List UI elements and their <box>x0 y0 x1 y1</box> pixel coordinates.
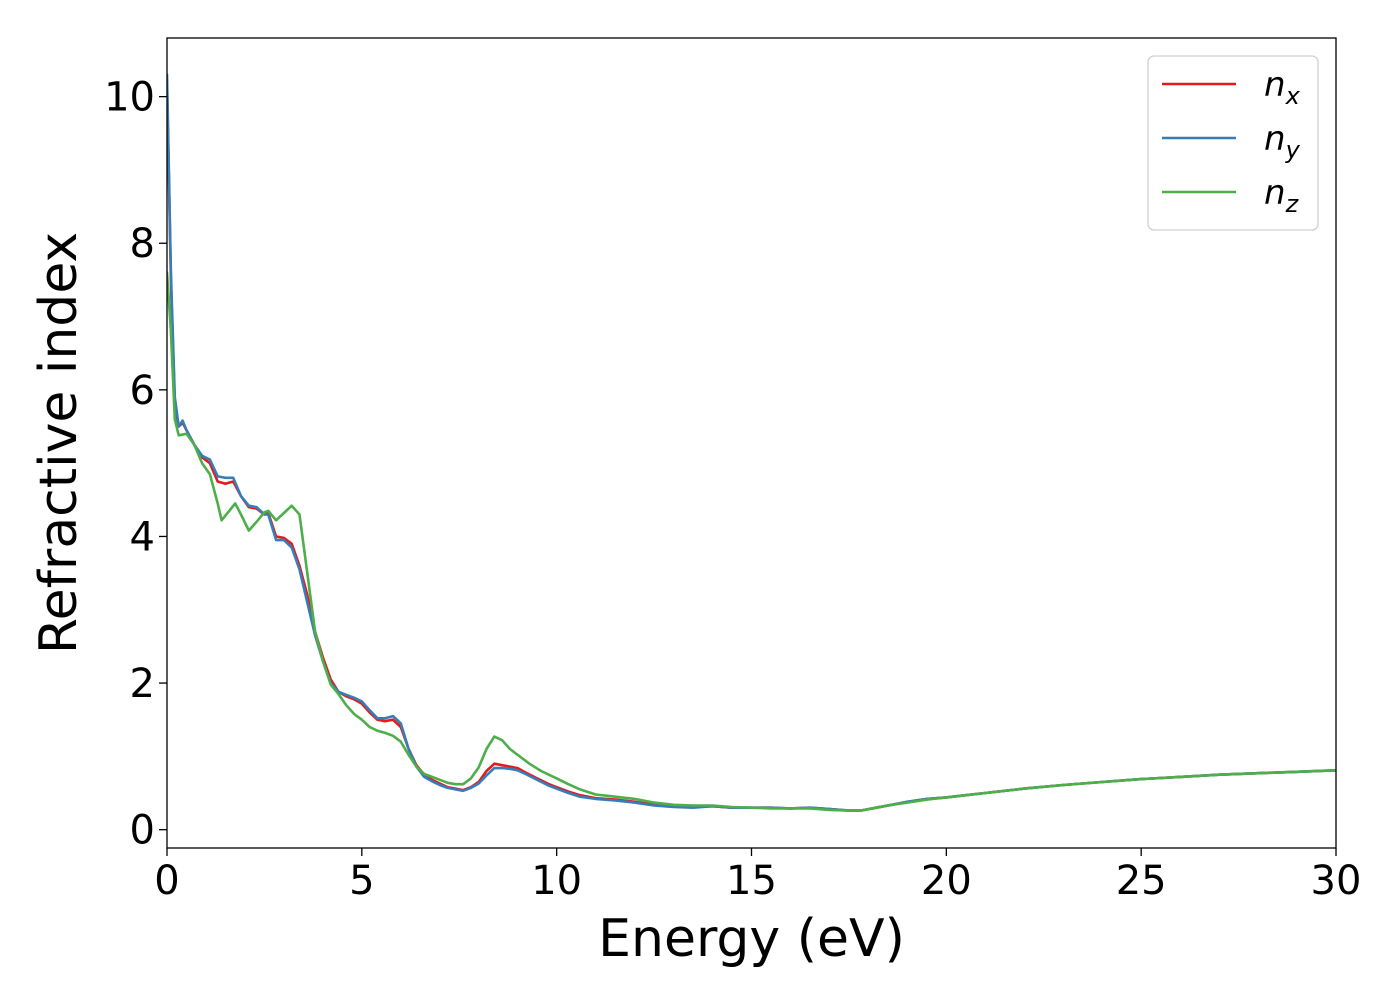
legend-label-ny: ny <box>1264 119 1301 164</box>
legend-label-nx: nx <box>1264 65 1301 110</box>
x-axis-label: Energy (eV) <box>598 909 905 969</box>
x-tick-label: 5 <box>349 858 374 904</box>
y-tick-label: 10 <box>104 75 155 121</box>
y-axis-label: Refractive index <box>29 232 89 654</box>
x-tick-label: 10 <box>531 858 582 904</box>
legend-label-nz: nz <box>1264 173 1300 218</box>
x-tick-label: 0 <box>154 858 179 904</box>
x-tick-label: 30 <box>1311 858 1362 904</box>
legend: nx ny nz <box>1147 55 1319 231</box>
y-tick-label: 0 <box>130 808 155 854</box>
y-tick-label: 8 <box>130 221 155 267</box>
y-tick-label: 6 <box>130 368 155 414</box>
x-axis: 0 5 10 15 20 25 30 <box>154 848 1361 904</box>
legend-box <box>1147 55 1319 231</box>
x-tick-label: 15 <box>726 858 777 904</box>
series-line-nz <box>167 271 1336 812</box>
x-tick-label: 25 <box>1116 858 1167 904</box>
series-layer <box>167 73 1336 812</box>
y-axis: 0 2 4 6 8 10 <box>104 75 167 854</box>
x-tick-label: 20 <box>921 858 972 904</box>
y-tick-label: 4 <box>130 514 155 560</box>
y-tick-label: 2 <box>130 661 155 707</box>
